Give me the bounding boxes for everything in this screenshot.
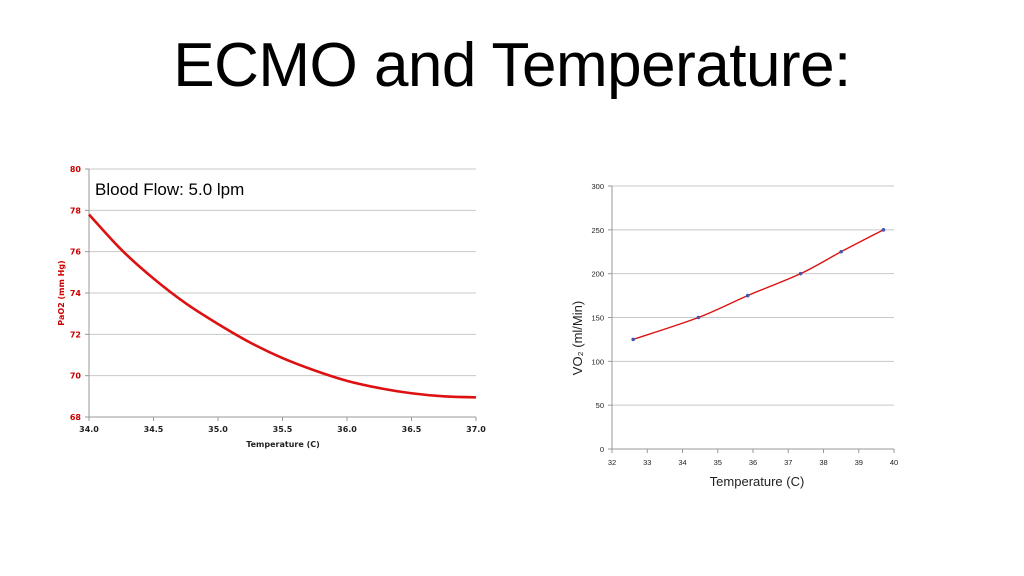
slide-title: ECMO and Temperature: [173,31,851,100]
right-axes [608,185,895,453]
right-data-point [696,315,701,320]
left-x-tick-label: 35.0 [208,425,228,434]
left-x-tick-label: 34.0 [79,425,99,434]
left-y-tick-label: 70 [70,372,82,381]
left-y-tick-label: 78 [70,206,82,215]
right-x-axis-title: Temperature (C) [710,474,805,489]
left-y-tick-label: 74 [70,289,82,298]
right-series-line [632,229,884,341]
left-tick-labels: 68 70 72 74 76 78 80 34.0 34.5 35.0 35.5 36.0 36.5 37… [70,165,486,434]
right-x-tick-label: 39 [855,458,863,467]
right-x-tick-label: 40 [890,458,898,467]
right-y-tick-label: 50 [596,401,604,410]
right-x-tick-label: 37 [784,458,792,467]
right-y-tick-label: 100 [591,357,604,366]
right-y-axis-title: VO₂ (ml/Min) [570,301,585,375]
left-x-tick-label: 36.0 [337,425,357,434]
left-x-tick-label: 35.5 [273,425,293,434]
right-y-tick-label: 300 [591,182,604,191]
right-data-point [881,228,886,232]
blood-flow-annotation: Blood Flow: 5.0 lpm [95,180,244,199]
left-x-tick-label: 37.0 [466,425,486,434]
right-x-tick-label: 33 [643,458,651,467]
right-data-point [839,249,843,254]
left-y-tick-label: 72 [70,330,81,339]
left-x-tick-label: 36.5 [402,425,422,434]
right-grid [612,185,894,450]
right-x-tick-label: 36 [749,458,757,467]
right-y-tick-label: 250 [591,226,604,235]
right-y-tick-label: 0 [600,445,604,454]
left-y-tick-label: 68 [70,413,82,422]
left-axes [85,168,477,421]
left-series-line [88,213,477,399]
left-series [88,213,477,399]
right-data-point [745,293,750,298]
right-tick-labels: 0 50 100 150 200 250 300 32 33 34 35 36 37 38 39 40 [591,182,898,467]
left-y-axis-title: PaO2 (mm Hg) [57,260,66,325]
right-series [631,228,886,342]
left-y-tick-label: 76 [70,248,82,257]
right-y-tick-label: 200 [591,270,604,279]
left-x-tick-label: 34.5 [144,425,164,434]
right-x-tick-label: 34 [678,458,686,467]
right-x-tick-label: 38 [819,458,827,467]
right-x-tick-label: 35 [714,458,722,467]
right-y-tick-label: 150 [591,314,604,323]
left-x-axis-title: Temperature (C) [246,440,320,449]
right-x-tick-label: 32 [608,458,616,467]
right-data-point [798,271,803,276]
right-data-point [631,337,635,342]
left-y-tick-label: 80 [70,165,82,174]
